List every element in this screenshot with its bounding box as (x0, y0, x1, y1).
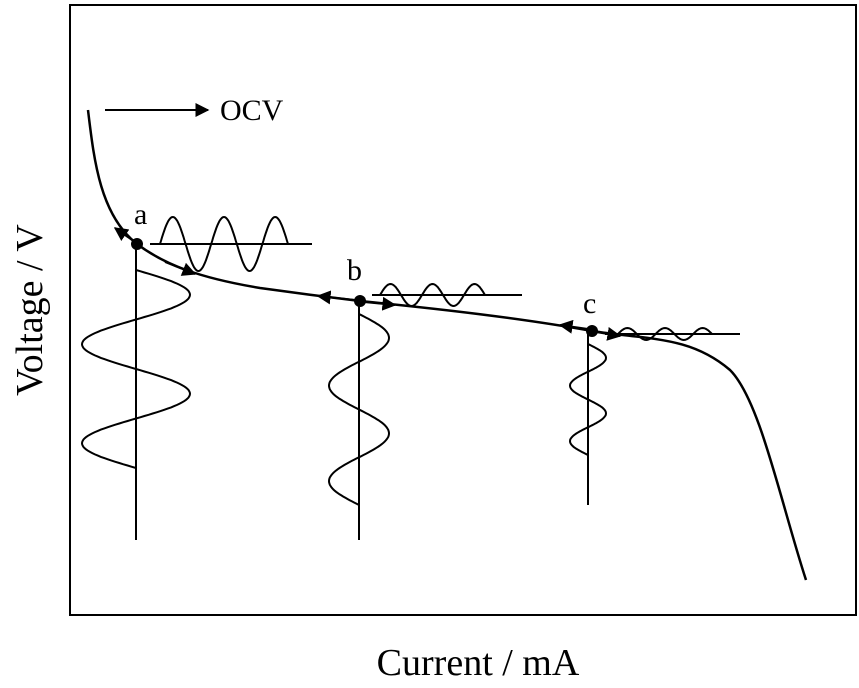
polarization-curve (86, 109, 808, 581)
voltage-sine-wave-c (568, 343, 608, 456)
plot-frame (69, 4, 857, 616)
current-sine-wave-c (617, 326, 713, 342)
ocv-label: OCV (220, 94, 284, 127)
curve-arrow-c-left (558, 319, 589, 334)
curve-arrow-b-right (363, 296, 397, 311)
point-b-label: b (347, 254, 362, 287)
voltage-sine-wave-b (327, 313, 391, 506)
x-axis-label: Current / mA (377, 642, 580, 684)
y-axis-label: Voltage / V (9, 224, 51, 396)
curve-arrow-a-down (164, 261, 197, 276)
voltage-sine-wave-a (80, 269, 192, 469)
point-c-label: c (583, 287, 596, 320)
point-a-label: a (134, 198, 147, 231)
current-sine-wave-a (159, 215, 289, 273)
curve-arrow-b-left (316, 290, 356, 305)
current-sine-wave-b (379, 282, 486, 308)
curve-arrow-a-up (113, 227, 136, 243)
